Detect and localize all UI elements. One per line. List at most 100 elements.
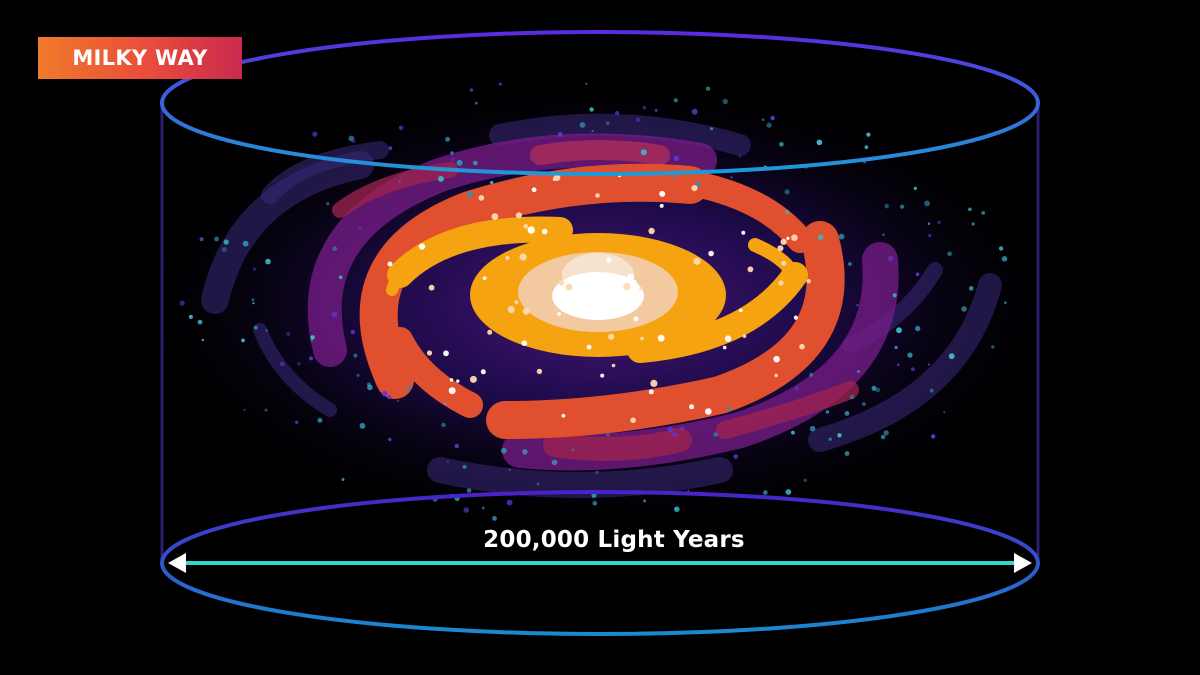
star [179,300,185,306]
star [444,402,447,405]
star [786,236,790,240]
galaxy-cylinder [160,30,1040,636]
star [799,343,805,350]
star [856,304,859,307]
star [875,387,881,393]
star [680,426,684,430]
star [968,207,972,212]
star [356,373,360,377]
star [353,353,358,358]
star [708,250,714,257]
cylinder-top-rim [160,30,1040,176]
star [871,385,877,391]
star [791,430,795,435]
badge-label: MILKY WAY [72,46,208,70]
star [998,246,1004,251]
star [572,448,575,451]
star [188,314,193,319]
star [551,459,558,466]
star [428,284,435,291]
star [501,447,507,454]
star [418,243,426,250]
star [844,451,850,456]
star [561,413,566,418]
star [507,306,515,313]
star [900,204,905,209]
star [689,404,695,410]
star [451,157,455,162]
star [332,246,338,251]
star [492,516,497,521]
star [506,499,513,506]
star [991,345,995,349]
star [331,311,338,318]
star [849,394,855,400]
star [456,159,463,166]
star [927,363,931,366]
star [264,408,268,412]
star [742,334,747,338]
star [947,251,952,257]
star [591,129,594,133]
star [541,228,548,235]
star [326,202,330,206]
star [673,155,680,161]
core-center [552,272,644,320]
star [252,302,255,305]
star [265,258,271,265]
star [971,222,975,226]
star [309,356,313,361]
star [738,155,741,158]
star [445,136,450,142]
star [773,355,780,363]
star [639,286,643,291]
star [558,279,565,286]
star [514,300,519,305]
star [201,338,204,342]
star [515,212,523,219]
star [405,386,411,392]
star [557,132,563,137]
star [884,203,889,209]
star [252,267,256,271]
star [691,108,698,115]
measurement-label: 200,000 Light Years [483,527,745,553]
star [199,237,204,242]
star [295,420,299,424]
star [654,109,658,112]
star [667,426,674,433]
star [838,233,845,240]
star [897,363,900,367]
star [449,378,454,382]
star [722,345,727,350]
star [469,375,477,383]
star [650,379,658,387]
star [398,125,404,131]
star [595,193,600,198]
star [785,489,792,495]
star [466,191,473,198]
star [317,417,323,423]
star [648,227,655,235]
star [630,279,637,286]
star [310,335,315,340]
star [943,411,946,414]
star [657,334,665,342]
star [857,370,860,373]
star [937,220,941,224]
star [589,107,594,112]
arrowhead-right-icon [1014,553,1032,573]
star [592,501,598,506]
star [265,329,268,332]
star [888,256,894,262]
star [911,367,915,372]
star [595,470,599,475]
star [456,379,460,383]
star [693,257,701,265]
star [312,131,318,137]
star [781,260,787,266]
star [341,478,345,481]
star [491,213,499,221]
star [907,352,913,358]
star [387,395,392,400]
